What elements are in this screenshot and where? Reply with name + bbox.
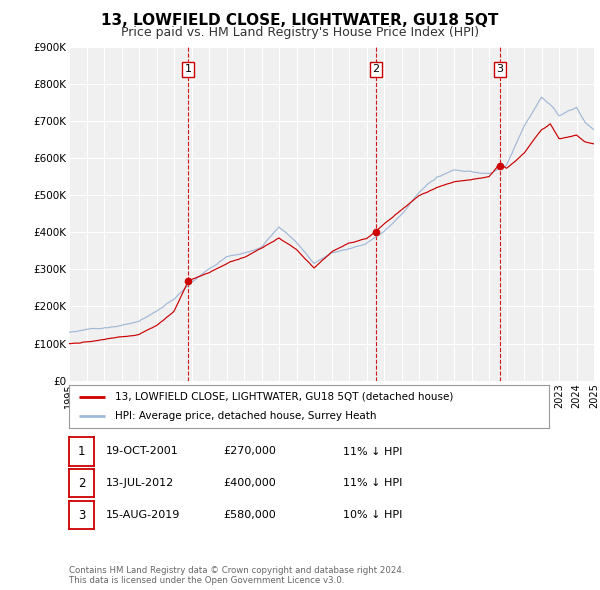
Text: 13, LOWFIELD CLOSE, LIGHTWATER, GU18 5QT: 13, LOWFIELD CLOSE, LIGHTWATER, GU18 5QT [101,13,499,28]
Text: 2: 2 [78,477,85,490]
Text: HPI: Average price, detached house, Surrey Heath: HPI: Average price, detached house, Surr… [115,411,376,421]
Text: £580,000: £580,000 [223,510,276,520]
Text: 1: 1 [185,64,191,74]
Text: 3: 3 [78,509,85,522]
Text: £270,000: £270,000 [223,447,276,457]
Text: 11% ↓ HPI: 11% ↓ HPI [343,478,403,489]
Text: 1: 1 [78,445,85,458]
Text: Price paid vs. HM Land Registry's House Price Index (HPI): Price paid vs. HM Land Registry's House … [121,26,479,39]
Text: 2: 2 [373,64,380,74]
Text: 10% ↓ HPI: 10% ↓ HPI [343,510,403,520]
Text: 19-OCT-2001: 19-OCT-2001 [106,447,179,457]
Text: 3: 3 [496,64,503,74]
Text: 13-JUL-2012: 13-JUL-2012 [106,478,175,489]
Text: 13, LOWFIELD CLOSE, LIGHTWATER, GU18 5QT (detached house): 13, LOWFIELD CLOSE, LIGHTWATER, GU18 5QT… [115,392,453,402]
Text: Contains HM Land Registry data © Crown copyright and database right 2024.
This d: Contains HM Land Registry data © Crown c… [69,566,404,585]
Text: £400,000: £400,000 [223,478,276,489]
Text: 11% ↓ HPI: 11% ↓ HPI [343,447,403,457]
Text: 15-AUG-2019: 15-AUG-2019 [106,510,181,520]
